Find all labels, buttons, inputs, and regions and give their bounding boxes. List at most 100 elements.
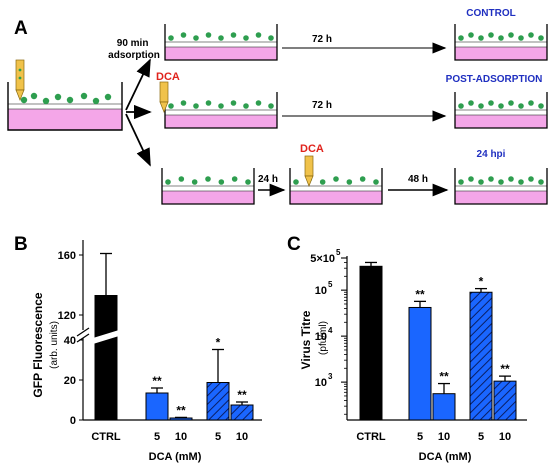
medium (165, 114, 277, 128)
x-tick-label: 5 (154, 431, 160, 443)
cell-dot (333, 176, 339, 182)
cell-monolayer (161, 185, 255, 192)
significance-label: ** (415, 287, 425, 301)
cell-dot (245, 179, 251, 185)
x-tick-label: CTRL (91, 431, 121, 443)
medium (455, 114, 547, 128)
cell-dot (528, 32, 534, 38)
bar (169, 417, 193, 421)
panel-a-wells (161, 24, 548, 205)
cell-dot (458, 35, 464, 41)
well (164, 92, 278, 129)
cell-dot (205, 176, 211, 182)
x-tick-label: 5 (417, 431, 423, 443)
dca-pipette-icon (304, 155, 314, 187)
y-tick-label: 10 (315, 285, 327, 297)
arrow-label-24h: 24 h (258, 174, 278, 185)
cell-dot (508, 100, 514, 106)
medium (455, 190, 547, 204)
panel-c-xlabel: DCA (mM) (419, 451, 472, 463)
cell-dot (498, 103, 504, 109)
cell-dot (458, 179, 464, 185)
y-tick-label: 10 (315, 377, 327, 389)
cell-dot (373, 179, 379, 185)
bar (432, 393, 456, 421)
well-outline (164, 24, 278, 61)
cell-dot (230, 100, 237, 106)
cell-monolayer (7, 103, 123, 110)
significance-label: ** (237, 388, 247, 402)
y-max-exponent: 5 (336, 248, 341, 257)
y-tick-label: 40 (64, 335, 76, 347)
y-max-label: 5×10 (310, 253, 335, 265)
cell-dot (168, 103, 174, 109)
well (454, 24, 548, 61)
x-tick-label: 10 (236, 431, 248, 443)
cell-dot (538, 35, 544, 41)
x-tick-label: 10 (175, 431, 187, 443)
well (454, 168, 548, 205)
branch-arrow-top (125, 58, 151, 111)
medium (162, 190, 254, 204)
axis-break-mark (76, 333, 90, 343)
cell-dot (178, 176, 185, 182)
bar (145, 392, 169, 421)
well-outline (7, 82, 123, 131)
cell-dot (458, 103, 464, 109)
cell-dot (193, 35, 199, 41)
branch-arrow-bottom (125, 113, 151, 167)
cell-dot (498, 179, 504, 185)
panel-c-letter: C (287, 234, 301, 255)
cell-dot (165, 179, 171, 185)
cell-dot (205, 32, 212, 38)
dca-label-post-adsorption: DCA (156, 71, 180, 83)
x-tick-label: 5 (215, 431, 221, 443)
cell-dot (468, 176, 474, 182)
condition-24hpi: 24 hpi (477, 149, 506, 160)
panel-c-ylabel-unit: (pfu/ml) (318, 321, 329, 355)
panel-a: A (7, 8, 548, 205)
condition-control: CONTROL (466, 8, 515, 19)
significance-label: * (479, 275, 484, 289)
cell-dot (231, 176, 238, 182)
adsorption-label: 90 min adsorption (108, 38, 160, 61)
well-outline (454, 24, 548, 61)
bar (408, 306, 432, 421)
axis-break-mark (76, 327, 90, 337)
cell-dot (518, 103, 524, 109)
well (161, 168, 255, 205)
condition-post-adsorption: POST-ADSORPTION (446, 74, 543, 85)
cell-dot (468, 32, 474, 38)
arrow-label-post-adsorption: 72 h (312, 100, 332, 111)
cell-dot (243, 103, 249, 109)
x-tick-label: CTRL (356, 431, 386, 443)
cell-dot (255, 32, 262, 38)
cell-dot (528, 100, 534, 106)
x-tick-label: 5 (478, 431, 484, 443)
cell-dot (293, 179, 299, 185)
well-outline (289, 168, 383, 205)
cell-dot (168, 35, 174, 41)
virus-particles (20, 92, 112, 105)
well (164, 24, 278, 61)
y-tick-label: 160 (58, 250, 76, 262)
cell-dot (518, 35, 524, 41)
bar (359, 265, 383, 421)
panel-b-chart: B GFP Fluorescence (arb. units) DCA (mM)… (14, 234, 262, 463)
cell-monolayer (454, 185, 548, 192)
panel-b-ylabel-unit: (arb. units) (49, 321, 60, 369)
medium (455, 46, 547, 60)
significance-label: ** (439, 370, 449, 384)
cell-monolayer (164, 109, 278, 116)
panel-c-ylabel: Virus Titre (299, 310, 313, 369)
x-tick-label: 10 (438, 431, 450, 443)
cell-monolayer (164, 41, 278, 48)
cell-dot (508, 176, 514, 182)
cell-dot (255, 100, 262, 106)
cell-dot (498, 35, 504, 41)
cell-dot (180, 32, 187, 38)
cell-dot (230, 32, 237, 38)
significance-label: ** (500, 362, 510, 376)
cell-dot (528, 176, 534, 182)
cell-dot (268, 103, 274, 109)
